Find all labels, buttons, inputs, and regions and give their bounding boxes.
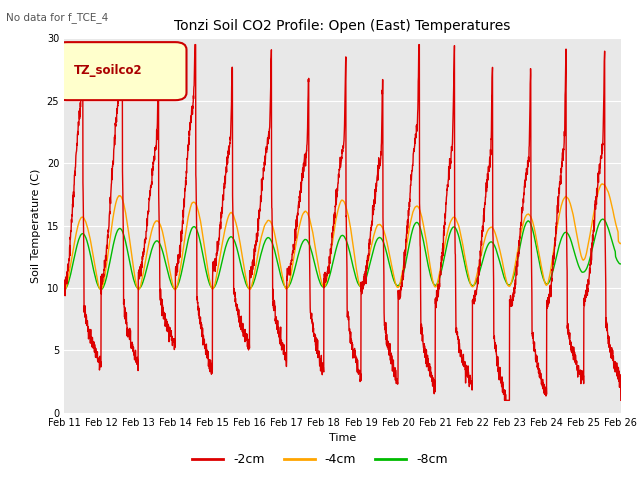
FancyBboxPatch shape [56,42,186,100]
X-axis label: Time: Time [329,433,356,443]
Legend: -2cm, -4cm, -8cm: -2cm, -4cm, -8cm [187,448,453,471]
Title: Tonzi Soil CO2 Profile: Open (East) Temperatures: Tonzi Soil CO2 Profile: Open (East) Temp… [174,19,511,33]
Text: No data for f_TCE_4: No data for f_TCE_4 [6,12,109,23]
Y-axis label: Soil Temperature (C): Soil Temperature (C) [31,168,41,283]
Text: TZ_soilco2: TZ_soilco2 [74,64,143,77]
